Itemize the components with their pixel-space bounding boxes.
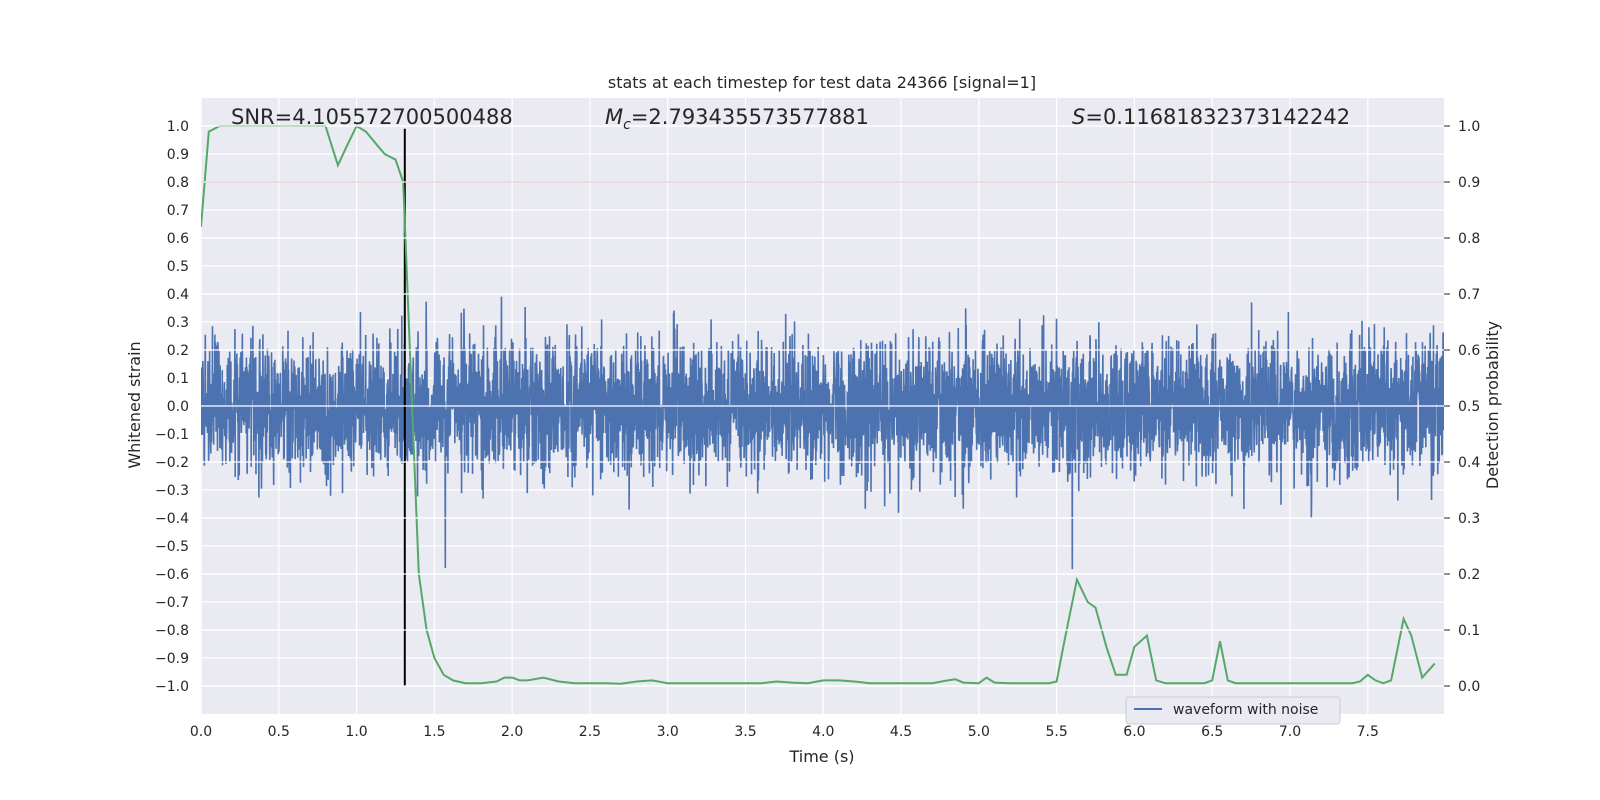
y-left-tick-label: −0.4	[155, 511, 189, 527]
x-tick-label: 6.5	[1201, 724, 1223, 740]
y-left-tick-label: 1.0	[167, 119, 189, 135]
x-tick-label: 3.5	[734, 724, 756, 740]
x-tick-label: 1.5	[423, 724, 445, 740]
x-tick-label: 0.0	[190, 724, 212, 740]
legend-box	[1125, 696, 1341, 725]
x-tick-label: 7.0	[1279, 724, 1301, 740]
x-tick-label: 4.0	[812, 724, 834, 740]
chirp-mass-annotation: Mc=2.793435573577881	[605, 105, 869, 133]
y-right-tick-label: 0.1	[1458, 623, 1480, 639]
y-right-tick-label: 0.5	[1458, 399, 1480, 415]
y-right-tick-label: 0.6	[1458, 343, 1480, 359]
x-tick-label: 7.5	[1357, 724, 1379, 740]
x-tick-label: 3.0	[657, 724, 679, 740]
y-left-tick-label: 0.7	[167, 203, 189, 219]
y-left-tick-label: 0.3	[167, 315, 189, 331]
y-left-tick-label: −0.9	[155, 651, 189, 667]
y-left-tick-label: −0.5	[155, 539, 189, 555]
x-tick-label: 2.0	[501, 724, 523, 740]
right-grid	[201, 125, 1444, 687]
y-right-tick-label: 1.0	[1458, 119, 1480, 135]
y-left-tick-label: 0.4	[167, 287, 189, 303]
chirp-mass-value: =2.793435573577881	[631, 105, 869, 129]
y-left-tick-label: 0.6	[167, 231, 189, 247]
s-symbol: S	[1072, 105, 1085, 129]
y-axis-right-label: Detection probability	[1483, 321, 1502, 489]
chart-title: stats at each timestep for test data 243…	[608, 73, 1036, 92]
y-left-tick-label: −1.0	[155, 679, 189, 695]
legend-label: waveform with noise	[1173, 702, 1318, 718]
y-right-tick-label: 0.4	[1458, 455, 1480, 471]
y-axis-left: 1.0 0.9 0.8 0.7 0.6 0.5 0.4 0.3 0.2 0.1 0.0 −0.1 −0.…	[155, 119, 189, 695]
x-tick-label: 4.5	[890, 724, 912, 740]
y-right-tick-label: 0.9	[1458, 175, 1480, 191]
y-left-tick-label: −0.7	[155, 595, 189, 611]
y-left-tick-label: −0.2	[155, 455, 189, 471]
s-annotation: S=0.11681832373142242	[1072, 105, 1350, 129]
y-left-tick-label: 0.1	[167, 371, 189, 387]
y-right-tick-label: 0.7	[1458, 287, 1480, 303]
waveform-series	[201, 296, 1444, 570]
y-left-tick-label: −0.3	[155, 483, 189, 499]
chirp-mass-symbol: M	[605, 105, 623, 129]
y-right-tick-label: 0.0	[1458, 679, 1480, 695]
y-left-tick-label: −0.8	[155, 623, 189, 639]
y-right-tick-label: 0.8	[1458, 231, 1480, 247]
x-axis: 0.0 0.5 1.0 1.5 2.0 2.5 3.0 3.5 4.0 4.5 5.0 5.5 6.0 6…	[190, 724, 1379, 740]
y-right-tick-label: 0.3	[1458, 511, 1480, 527]
y-axis-left-label: Whitened strain	[125, 341, 144, 468]
chirp-mass-subscript: c	[623, 117, 631, 133]
y-axis-right: 1.0 0.9 0.8 0.7 0.6 0.5 0.4 0.3 0.2 0.1 0.0	[1444, 119, 1480, 695]
y-left-tick-label: 0.8	[167, 175, 189, 191]
s-value: =0.11681832373142242	[1085, 105, 1350, 129]
waveform-path	[201, 296, 1444, 570]
detection-probability-line	[201, 124, 1436, 685]
y-left-tick-label: −0.6	[155, 567, 189, 583]
x-tick-label: 6.0	[1123, 724, 1145, 740]
y-right-tick-label: 0.2	[1458, 567, 1480, 583]
y-left-tick-label: 0.5	[167, 259, 189, 275]
x-tick-label: 5.5	[1045, 724, 1067, 740]
x-tick-label: 2.5	[579, 724, 601, 740]
y-left-tick-label: 0.9	[167, 147, 189, 163]
legend: waveform with noise	[1125, 696, 1341, 725]
x-tick-label: 0.5	[268, 724, 290, 740]
x-axis-label: Time (s)	[788, 747, 854, 766]
snr-annotation: SNR=4.105572700500488	[231, 105, 513, 129]
y-left-tick-label: 0.0	[167, 399, 189, 415]
y-left-tick-label: 0.2	[167, 343, 189, 359]
x-tick-label: 5.0	[968, 724, 990, 740]
x-tick-label: 1.0	[345, 724, 367, 740]
y-left-tick-label: −0.1	[155, 427, 189, 443]
